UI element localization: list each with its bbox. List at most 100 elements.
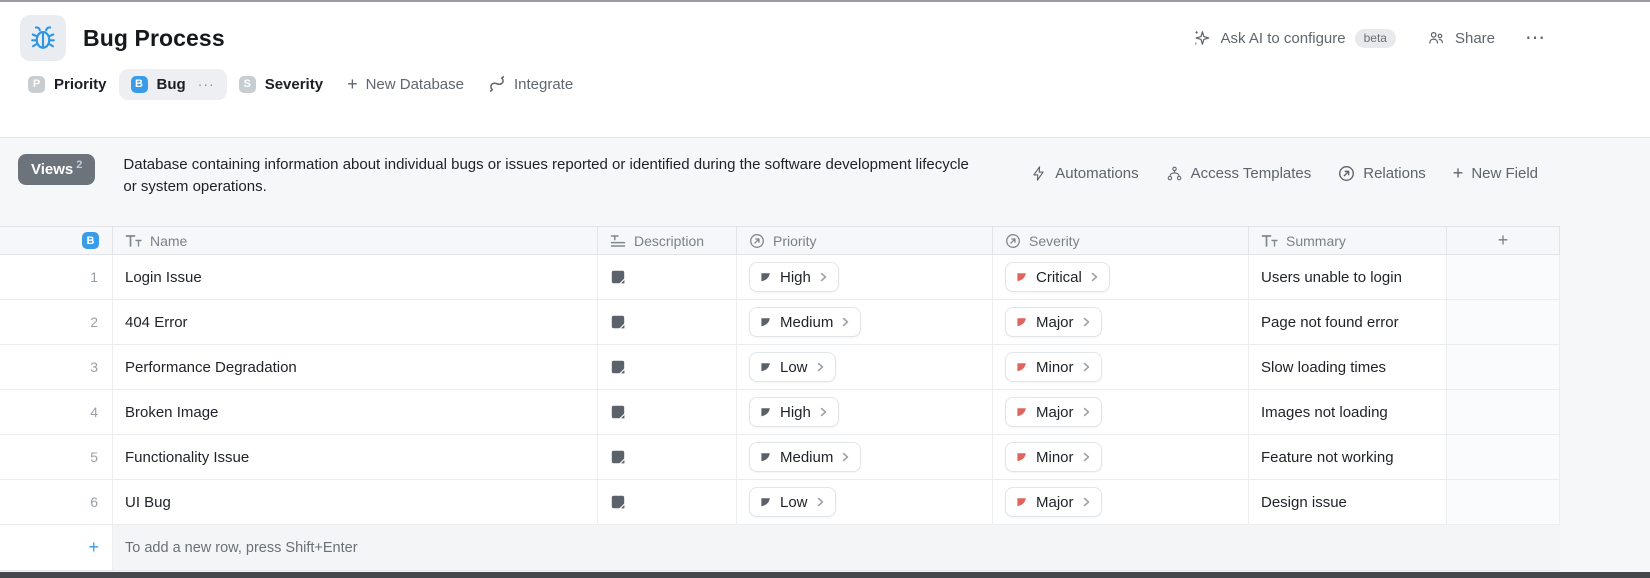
new-database-label: New Database xyxy=(365,75,464,93)
cell-severity: Major xyxy=(993,390,1249,434)
cell-summary[interactable]: Slow loading times xyxy=(1249,345,1447,389)
chevron-right-icon xyxy=(817,497,823,507)
table-row: 4 Broken Image High Major Images not loa… xyxy=(0,390,1560,435)
chevron-right-icon xyxy=(817,362,823,372)
cell-description[interactable] xyxy=(598,480,737,524)
doc-bug-icon[interactable] xyxy=(20,15,66,61)
cell-extra xyxy=(1447,480,1560,524)
severity-value: Major xyxy=(1036,403,1074,421)
automations-button[interactable]: Automations xyxy=(1030,164,1139,182)
add-row-hint[interactable]: To add a new row, press Shift+Enter xyxy=(113,525,1560,570)
cell-summary[interactable]: Images not loading xyxy=(1249,390,1447,434)
cell-priority: Low xyxy=(737,480,993,524)
flag-icon xyxy=(1017,272,1026,281)
bug-tab-more-icon[interactable]: ··· xyxy=(197,76,215,92)
text-type-icon xyxy=(1261,234,1278,247)
table-header-row: B Name Description Priority xyxy=(0,226,1560,255)
tab-severity[interactable]: S Severity xyxy=(227,69,335,100)
priority-tab-label: Priority xyxy=(54,75,107,93)
cell-severity: Critical xyxy=(993,255,1249,299)
page-title[interactable]: Bug Process xyxy=(83,24,225,51)
more-menu-button[interactable]: ⋯ xyxy=(1525,27,1546,49)
add-row-strip[interactable]: + To add a new row, press Shift+Enter xyxy=(0,525,1560,571)
cell-name[interactable]: Broken Image xyxy=(113,390,598,434)
tab-bug[interactable]: B Bug ··· xyxy=(118,68,227,100)
severity-pill[interactable]: Major xyxy=(1005,307,1102,337)
cell-name[interactable]: 404 Error xyxy=(113,300,598,344)
database-badge[interactable]: B xyxy=(82,232,99,249)
cell-extra xyxy=(1447,390,1560,434)
bug-tab-badge: B xyxy=(130,75,148,93)
severity-pill[interactable]: Major xyxy=(1005,397,1102,427)
integrate-icon xyxy=(489,75,505,92)
database-header-row: Views 2 Database containing information a… xyxy=(0,138,1650,198)
automations-label: Automations xyxy=(1055,164,1139,182)
cell-summary[interactable]: Design issue xyxy=(1249,480,1447,524)
priority-pill[interactable]: Low xyxy=(749,352,836,382)
priority-pill[interactable]: High xyxy=(749,397,839,427)
access-templates-label: Access Templates xyxy=(1190,164,1312,182)
relations-button[interactable]: Relations xyxy=(1338,165,1426,182)
severity-pill[interactable]: Major xyxy=(1005,487,1102,517)
window-top-edge xyxy=(0,0,1650,2)
share-button[interactable]: Share xyxy=(1426,28,1495,48)
cell-description[interactable] xyxy=(598,390,737,434)
column-header-summary[interactable]: Summary xyxy=(1249,227,1447,254)
access-templates-button[interactable]: Access Templates xyxy=(1166,164,1312,182)
add-row-plus-icon[interactable]: + xyxy=(0,525,113,570)
tab-priority[interactable]: P Priority xyxy=(16,69,119,100)
priority-pill[interactable]: Low xyxy=(749,487,836,517)
plus-icon: + xyxy=(1452,163,1464,183)
views-count-badge: 2 xyxy=(76,159,83,171)
cell-description[interactable] xyxy=(598,435,737,479)
text-type-icon xyxy=(125,234,142,247)
cell-extra xyxy=(1447,345,1560,389)
priority-pill[interactable]: High xyxy=(749,262,839,292)
flag-icon xyxy=(1017,407,1026,416)
lightning-icon xyxy=(1033,165,1044,181)
severity-pill[interactable]: Minor xyxy=(1005,352,1102,382)
column-header-name[interactable]: Name xyxy=(113,227,598,254)
title-row: Bug Process Ask AI to configure beta xyxy=(0,2,1650,61)
cell-name[interactable]: Functionality Issue xyxy=(113,435,598,479)
chevron-right-icon xyxy=(1083,497,1089,507)
table-row: 6 UI Bug Low Major Design issue xyxy=(0,480,1560,525)
new-database-button[interactable]: + New Database xyxy=(335,68,476,100)
cell-summary[interactable]: Feature not working xyxy=(1249,435,1447,479)
new-field-button[interactable]: + New Field xyxy=(1453,164,1538,182)
cell-name[interactable]: Performance Degradation xyxy=(113,345,598,389)
cell-name[interactable]: Login Issue xyxy=(113,255,598,299)
ask-ai-button[interactable]: Ask AI to configure beta xyxy=(1192,28,1396,48)
cell-description[interactable] xyxy=(598,300,737,344)
views-button[interactable]: Views 2 xyxy=(18,154,96,185)
cell-summary[interactable]: Users unable to login xyxy=(1249,255,1447,299)
chevron-right-icon xyxy=(1083,407,1089,417)
table-row: 1 Login Issue High Critical Users unable… xyxy=(0,255,1560,300)
severity-pill[interactable]: Minor xyxy=(1005,442,1102,472)
flag-icon xyxy=(1017,452,1026,461)
cell-extra xyxy=(1447,435,1560,479)
cell-summary[interactable]: Page not found error xyxy=(1249,300,1447,344)
priority-pill[interactable]: Medium xyxy=(749,307,862,337)
relation-arrow-icon xyxy=(1006,233,1020,248)
column-header-priority[interactable]: Priority xyxy=(737,227,993,254)
severity-tab-badge: S xyxy=(238,75,256,93)
chevron-right-icon xyxy=(820,407,827,417)
column-label: Summary xyxy=(1286,232,1346,249)
severity-value: Minor xyxy=(1036,358,1074,376)
database-description[interactable]: Database containing information about in… xyxy=(123,156,969,195)
severity-tab-label: Severity xyxy=(264,75,324,93)
note-page-icon xyxy=(611,450,626,465)
severity-pill[interactable]: Critical xyxy=(1005,262,1110,292)
column-label: Priority xyxy=(773,232,817,249)
cell-name[interactable]: UI Bug xyxy=(113,480,598,524)
priority-pill[interactable]: Medium xyxy=(749,442,862,472)
cell-description[interactable] xyxy=(598,345,737,389)
column-header-description[interactable]: Description xyxy=(598,227,737,254)
column-header-severity[interactable]: Severity xyxy=(993,227,1249,254)
cell-description[interactable] xyxy=(598,255,737,299)
people-icon xyxy=(1429,31,1443,44)
integrate-button[interactable]: Integrate xyxy=(476,68,585,100)
severity-value: Minor xyxy=(1036,448,1074,466)
add-column-button[interactable]: + xyxy=(1447,227,1560,254)
